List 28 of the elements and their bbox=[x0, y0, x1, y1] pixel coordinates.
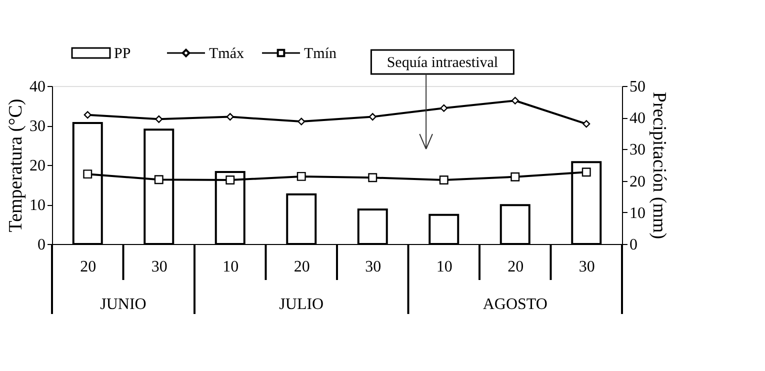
legend-label: Tmín bbox=[304, 46, 337, 62]
y-tick-label: 30 bbox=[30, 118, 46, 135]
text: Sequía intraestival bbox=[386, 55, 498, 71]
y-tick-label: 20 bbox=[30, 158, 46, 174]
x-tick-label: 10 bbox=[436, 258, 452, 276]
legend-label: Tmáx bbox=[209, 46, 244, 62]
x-tick-label: 20 bbox=[80, 258, 96, 276]
y2-tick-label: 20 bbox=[630, 173, 646, 190]
y2-tick-label: 0 bbox=[630, 236, 638, 254]
y2-tick-label: 40 bbox=[630, 110, 646, 128]
y2-axis-title: Precipitación (mm) bbox=[648, 92, 670, 240]
y-tick-label: 0 bbox=[38, 236, 46, 254]
y2-tick-label: 50 bbox=[630, 78, 646, 96]
text: AGOSTO bbox=[482, 296, 548, 313]
text: JULIO bbox=[279, 296, 324, 313]
legend-label: PP bbox=[114, 46, 131, 62]
x-tick-label: 20 bbox=[508, 258, 524, 276]
x-tick-label: 30 bbox=[151, 258, 168, 276]
y-tick-label: 40 bbox=[30, 78, 46, 96]
y2-tick-label: 30 bbox=[630, 142, 646, 159]
x-tick-label: 30 bbox=[578, 258, 595, 276]
y-tick-label: 10 bbox=[30, 197, 46, 214]
text: JUNIO bbox=[100, 296, 146, 313]
x-tick-label: 30 bbox=[365, 258, 382, 276]
x-tick-label: 20 bbox=[294, 258, 310, 276]
y-axis-title: Temperatura (°C) bbox=[6, 98, 26, 232]
x-tick-label: 10 bbox=[222, 258, 239, 276]
y2-tick-label: 10 bbox=[630, 204, 646, 222]
